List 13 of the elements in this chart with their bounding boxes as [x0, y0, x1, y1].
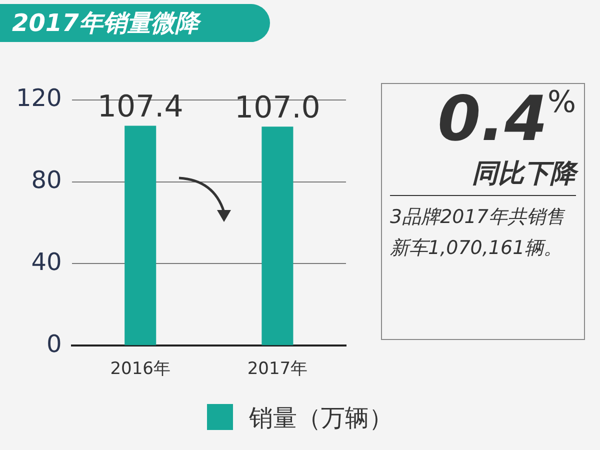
chart-title: 2017年销量微降 — [0, 4, 270, 42]
y-tick-label: 80 — [31, 166, 62, 194]
legend-label: 销量（万辆） — [249, 404, 393, 432]
y-tick-label: 40 — [31, 248, 62, 276]
x-tick-label: 2017年 — [247, 359, 308, 380]
data-label: 107.4 — [97, 90, 184, 125]
text: 同比下降 — [390, 156, 576, 196]
y-tick-label: 0 — [46, 330, 62, 358]
text: 3品牌2017年共销售新车1,070,161辆。 — [390, 205, 566, 261]
text: 0.4$^{%}$ — [438, 82, 576, 155]
data-label: 107.0 — [234, 90, 320, 126]
y-tick-label: 120 — [16, 84, 62, 112]
x-tick-label: 2016年 — [110, 359, 170, 380]
